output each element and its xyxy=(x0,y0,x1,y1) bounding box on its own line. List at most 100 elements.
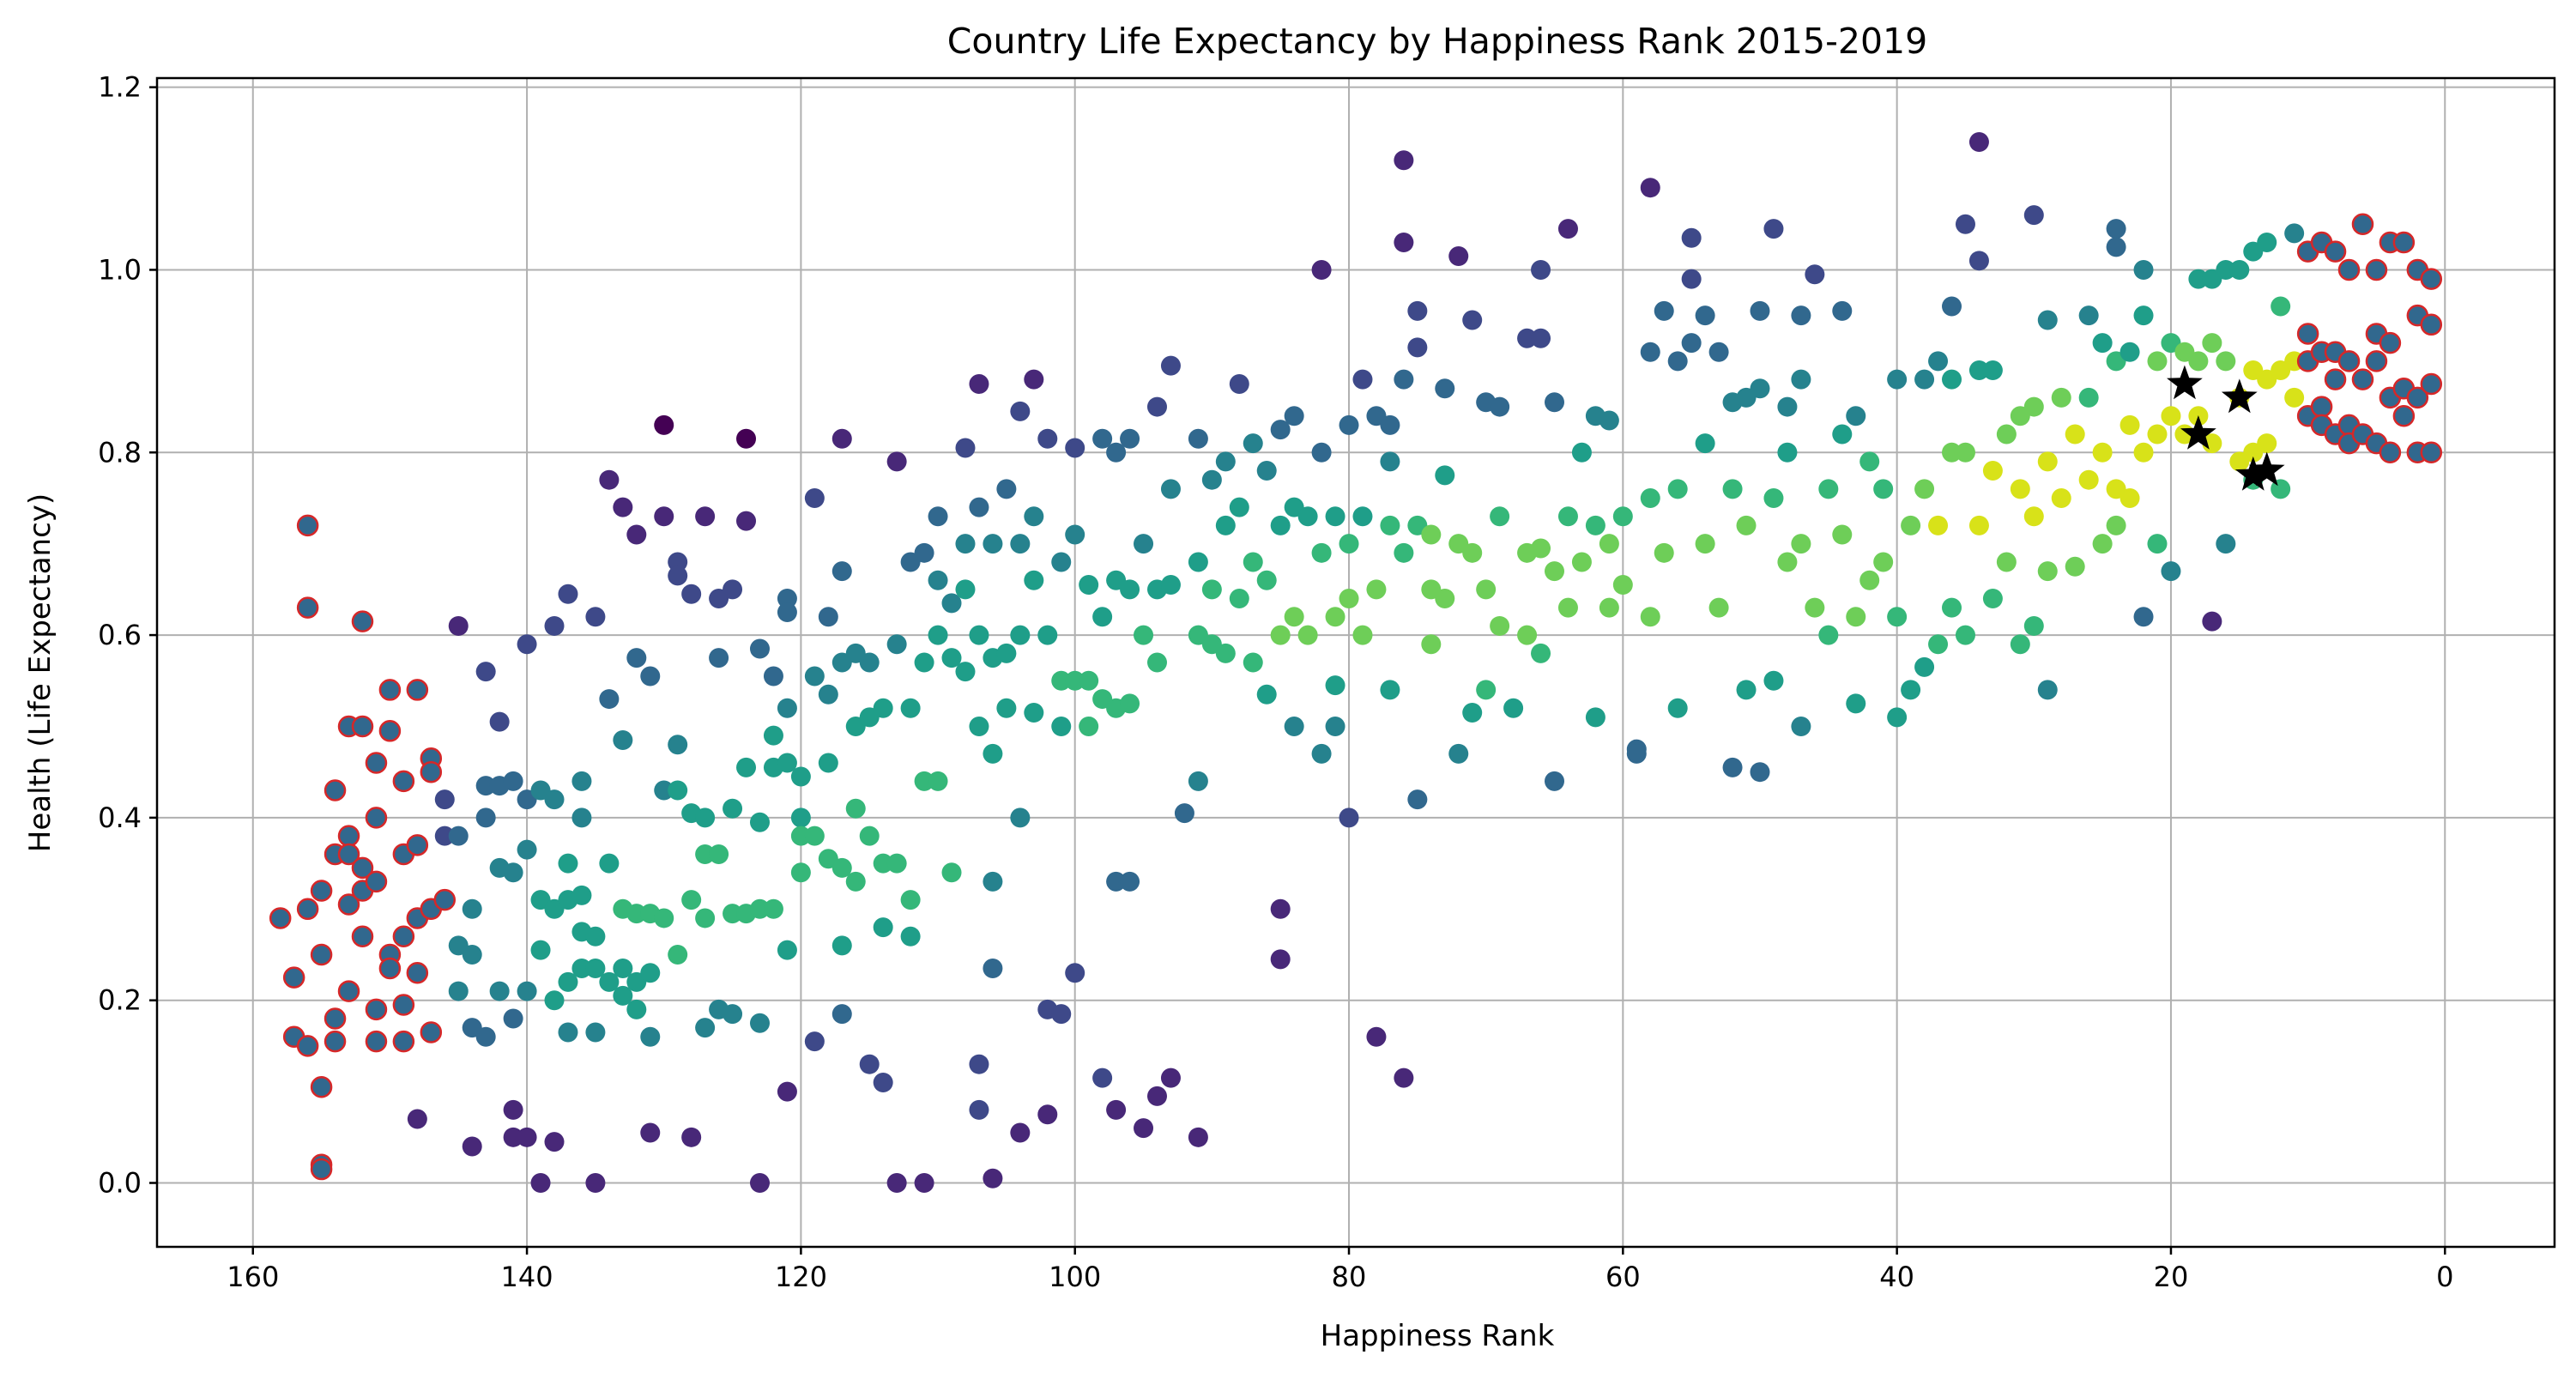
data-point xyxy=(1599,534,1619,554)
data-point xyxy=(1092,428,1113,449)
data-point xyxy=(1942,296,1962,317)
data-point xyxy=(1270,515,1291,535)
data-point xyxy=(777,940,797,960)
outlined-data-point xyxy=(2310,396,2333,418)
data-point xyxy=(1681,227,1702,248)
data-point xyxy=(1435,378,1455,399)
data-point xyxy=(503,771,523,791)
data-point xyxy=(1394,369,1414,390)
data-point xyxy=(928,506,948,527)
data-point xyxy=(845,871,866,892)
data-point xyxy=(1394,542,1414,563)
data-point xyxy=(1243,433,1263,454)
data-point xyxy=(1832,424,1853,445)
data-point xyxy=(462,1136,482,1157)
data-point xyxy=(1297,506,1318,527)
data-point xyxy=(1160,355,1181,376)
outlined-data-point xyxy=(378,957,402,980)
data-point xyxy=(517,981,537,1001)
data-point xyxy=(1585,707,1605,728)
data-point xyxy=(585,1173,606,1194)
data-point xyxy=(736,757,757,777)
data-point xyxy=(1106,442,1127,463)
data-point xyxy=(1010,625,1031,645)
outlined-data-point xyxy=(378,679,402,701)
data-point xyxy=(1832,300,1853,321)
data-point xyxy=(530,1173,551,1194)
data-point xyxy=(1557,219,1578,239)
data-point xyxy=(1805,597,1825,618)
outlined-data-point xyxy=(365,752,388,774)
data-point xyxy=(2037,310,2058,330)
data-point xyxy=(1134,1118,1154,1139)
data-point xyxy=(2051,387,2071,408)
data-point xyxy=(1366,579,1387,600)
data-point xyxy=(668,735,688,755)
data-point xyxy=(1612,506,1633,527)
outlined-data-point xyxy=(420,1021,443,1043)
data-point xyxy=(859,1054,880,1074)
data-point xyxy=(2188,351,2209,372)
outlined-data-point xyxy=(2420,372,2443,396)
data-point xyxy=(1996,552,2017,572)
data-point xyxy=(1982,360,2003,380)
data-point xyxy=(1010,1122,1031,1143)
data-point xyxy=(749,1013,770,1033)
data-point xyxy=(900,926,921,947)
data-point xyxy=(1065,438,1085,458)
data-point xyxy=(723,798,743,819)
data-point xyxy=(955,662,976,682)
data-point xyxy=(544,789,565,810)
data-point xyxy=(831,857,852,878)
data-point xyxy=(2202,433,2222,454)
data-point xyxy=(790,862,811,883)
star-marker xyxy=(2234,456,2271,491)
data-point xyxy=(1503,698,1524,718)
data-point xyxy=(1120,871,1140,892)
data-point xyxy=(1462,542,1483,563)
data-point xyxy=(873,698,893,718)
data-point xyxy=(831,1004,852,1025)
data-point xyxy=(2037,451,2058,472)
data-point xyxy=(1010,534,1031,554)
data-point xyxy=(1640,342,1660,362)
data-point xyxy=(709,648,729,668)
data-point xyxy=(859,652,880,673)
data-point xyxy=(489,981,510,1001)
data-point xyxy=(654,908,674,928)
data-point xyxy=(1270,949,1291,970)
data-point xyxy=(1777,552,1798,572)
data-point xyxy=(1942,597,1962,618)
data-point xyxy=(503,862,523,883)
data-point xyxy=(900,890,921,910)
outlined-data-point xyxy=(392,994,415,1016)
data-point xyxy=(613,497,633,517)
data-point xyxy=(996,643,1017,663)
data-point xyxy=(983,743,1003,764)
outlined-data-point xyxy=(310,943,333,966)
data-point xyxy=(996,479,1017,499)
data-point xyxy=(585,607,606,627)
data-point xyxy=(1394,1068,1414,1088)
data-point xyxy=(1092,607,1113,627)
data-point xyxy=(1352,369,1373,390)
data-point xyxy=(1174,803,1194,824)
outlined-data-point xyxy=(337,980,360,1002)
data-point xyxy=(571,807,592,828)
data-point xyxy=(434,826,455,846)
outlined-data-point xyxy=(310,880,333,902)
outlined-data-point xyxy=(2406,386,2429,409)
data-point xyxy=(1201,579,1222,600)
x-tick-label: 0 xyxy=(2436,1261,2453,1293)
outlined-data-point xyxy=(420,760,443,783)
data-point xyxy=(1270,420,1291,440)
data-point xyxy=(599,971,620,992)
outlined-data-point xyxy=(433,888,457,911)
outlined-data-point xyxy=(406,679,429,701)
plot-area: 160 140 120 100 80 60 40 20 0 0.0 0.2 0.4 0.6 0.8 1.0 1… xyxy=(98,71,2556,1293)
data-point xyxy=(1325,607,1345,627)
data-point xyxy=(1448,743,1469,764)
data-point xyxy=(2051,487,2071,508)
data-point xyxy=(1311,743,1332,764)
data-point xyxy=(777,602,797,622)
